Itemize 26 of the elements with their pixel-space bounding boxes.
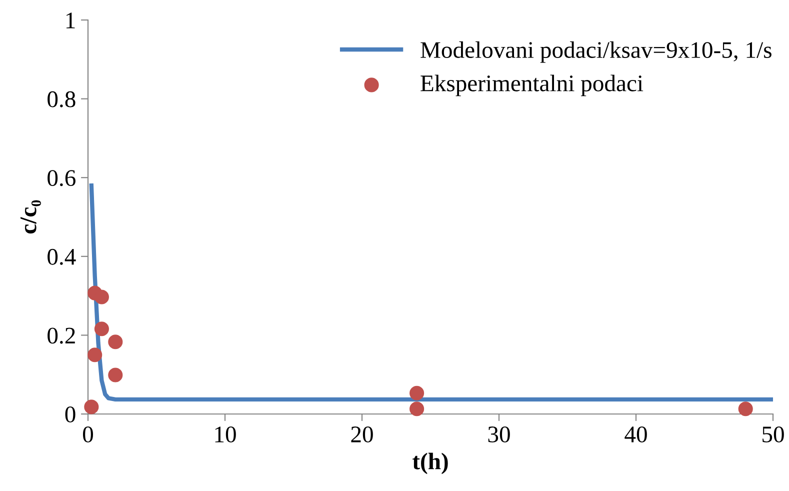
y-tick-label: 0 bbox=[65, 406, 76, 422]
x-tick-label: 20 bbox=[351, 426, 373, 442]
x-tick-label: 30 bbox=[488, 426, 510, 442]
point bbox=[738, 402, 753, 416]
y-tick-label: 0.2 bbox=[48, 328, 75, 344]
x-tick-label: 40 bbox=[624, 426, 647, 442]
point bbox=[84, 400, 99, 414]
point bbox=[94, 290, 109, 304]
point bbox=[88, 348, 102, 362]
y-axis-title: c/c₀ bbox=[20, 200, 42, 234]
x-tick-label: 0 bbox=[82, 426, 94, 442]
x-axis-title: t(h) bbox=[412, 452, 448, 474]
point bbox=[410, 386, 424, 400]
y-tick-label: 0.6 bbox=[48, 170, 76, 186]
legend-label: Eksperimentalni podaci bbox=[420, 74, 644, 96]
point bbox=[108, 334, 123, 350]
point bbox=[108, 368, 123, 382]
y-tick-label: 0.8 bbox=[48, 91, 76, 108]
point bbox=[94, 322, 109, 336]
line-series bbox=[89, 183, 773, 402]
x-tick-label: 50 bbox=[762, 426, 784, 442]
point bbox=[410, 402, 424, 416]
y-tick-label: 1 bbox=[66, 12, 75, 28]
legend-label: Modelovani podaci/ksav=9x10-5, 1/s bbox=[420, 41, 772, 63]
x-tick-label: 10 bbox=[215, 426, 236, 442]
y-tick-label: 0.4 bbox=[48, 248, 76, 265]
